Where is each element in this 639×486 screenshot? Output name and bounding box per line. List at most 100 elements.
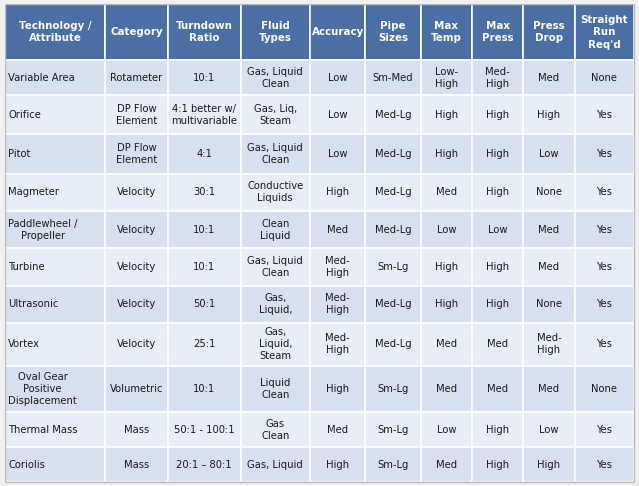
Text: Low: Low [328, 73, 348, 83]
FancyBboxPatch shape [167, 447, 240, 482]
Text: Med-
High: Med- High [325, 293, 350, 315]
FancyBboxPatch shape [574, 248, 634, 286]
Text: 25:1: 25:1 [193, 339, 215, 349]
Text: Liquid
Clean: Liquid Clean [260, 378, 291, 400]
FancyBboxPatch shape [310, 4, 366, 60]
FancyBboxPatch shape [105, 4, 167, 60]
FancyBboxPatch shape [574, 366, 634, 412]
Text: Thermal Mass: Thermal Mass [8, 425, 78, 435]
Text: Med-Lg: Med-Lg [374, 225, 412, 235]
FancyBboxPatch shape [420, 248, 472, 286]
FancyBboxPatch shape [523, 60, 574, 95]
FancyBboxPatch shape [167, 60, 240, 95]
Text: Sm-Lg: Sm-Lg [378, 384, 409, 394]
Text: High: High [435, 110, 458, 120]
Text: 10:1: 10:1 [193, 262, 215, 272]
FancyBboxPatch shape [472, 95, 523, 135]
Text: Gas, Liquid: Gas, Liquid [247, 460, 303, 469]
FancyBboxPatch shape [420, 366, 472, 412]
FancyBboxPatch shape [523, 211, 574, 248]
Text: Low: Low [539, 425, 558, 435]
Text: Yes: Yes [596, 425, 612, 435]
Text: Med: Med [436, 384, 457, 394]
Text: Low: Low [328, 110, 348, 120]
FancyBboxPatch shape [310, 248, 366, 286]
Text: High: High [326, 187, 350, 197]
FancyBboxPatch shape [523, 4, 574, 60]
FancyBboxPatch shape [310, 95, 366, 135]
Text: Low: Low [436, 225, 456, 235]
Text: None: None [591, 73, 617, 83]
FancyBboxPatch shape [472, 60, 523, 95]
FancyBboxPatch shape [5, 95, 105, 135]
FancyBboxPatch shape [310, 447, 366, 482]
Text: High: High [326, 384, 350, 394]
FancyBboxPatch shape [420, 135, 472, 174]
Text: Med: Med [487, 339, 508, 349]
FancyBboxPatch shape [523, 323, 574, 366]
FancyBboxPatch shape [420, 447, 472, 482]
FancyBboxPatch shape [105, 412, 167, 447]
FancyBboxPatch shape [472, 174, 523, 211]
FancyBboxPatch shape [523, 135, 574, 174]
Text: Velocity: Velocity [117, 299, 156, 309]
FancyBboxPatch shape [366, 447, 420, 482]
Text: Med-
High: Med- High [485, 67, 510, 89]
Text: Gas,
Liquid,
Steam: Gas, Liquid, Steam [259, 328, 292, 362]
Text: Yes: Yes [596, 299, 612, 309]
Text: DP Flow
Element: DP Flow Element [116, 143, 157, 165]
Text: Vortex: Vortex [8, 339, 40, 349]
FancyBboxPatch shape [472, 412, 523, 447]
FancyBboxPatch shape [5, 4, 105, 60]
Text: Fluid
Types: Fluid Types [259, 21, 292, 43]
FancyBboxPatch shape [366, 286, 420, 323]
Text: Low: Low [436, 425, 456, 435]
FancyBboxPatch shape [574, 174, 634, 211]
FancyBboxPatch shape [105, 447, 167, 482]
Text: Med-Lg: Med-Lg [374, 110, 412, 120]
FancyBboxPatch shape [574, 4, 634, 60]
FancyBboxPatch shape [240, 135, 310, 174]
Text: High: High [435, 149, 458, 159]
Text: Technology /
Attribute: Technology / Attribute [19, 21, 91, 43]
Text: Med-Lg: Med-Lg [374, 187, 412, 197]
Text: Pitot: Pitot [8, 149, 31, 159]
Text: Press
Drop: Press Drop [533, 21, 565, 43]
FancyBboxPatch shape [310, 412, 366, 447]
Text: Velocity: Velocity [117, 339, 156, 349]
FancyBboxPatch shape [5, 174, 105, 211]
FancyBboxPatch shape [167, 286, 240, 323]
FancyBboxPatch shape [420, 95, 472, 135]
FancyBboxPatch shape [420, 4, 472, 60]
Text: 50:1 - 100:1: 50:1 - 100:1 [174, 425, 235, 435]
FancyBboxPatch shape [366, 95, 420, 135]
FancyBboxPatch shape [574, 447, 634, 482]
FancyBboxPatch shape [366, 211, 420, 248]
FancyBboxPatch shape [366, 174, 420, 211]
FancyBboxPatch shape [574, 412, 634, 447]
FancyBboxPatch shape [167, 366, 240, 412]
Text: Pipe
Sizes: Pipe Sizes [378, 21, 408, 43]
Text: Med-Lg: Med-Lg [374, 339, 412, 349]
FancyBboxPatch shape [310, 366, 366, 412]
FancyBboxPatch shape [472, 447, 523, 482]
Text: Gas
Clean: Gas Clean [261, 419, 289, 441]
Text: Yes: Yes [596, 339, 612, 349]
Text: Ultrasonic: Ultrasonic [8, 299, 59, 309]
Text: Turbine: Turbine [8, 262, 45, 272]
FancyBboxPatch shape [574, 323, 634, 366]
FancyBboxPatch shape [105, 323, 167, 366]
Text: Gas, Liquid
Clean: Gas, Liquid Clean [247, 256, 303, 278]
Text: Med: Med [538, 384, 559, 394]
Text: Mass: Mass [124, 425, 149, 435]
FancyBboxPatch shape [472, 135, 523, 174]
Text: Orifice: Orifice [8, 110, 41, 120]
FancyBboxPatch shape [310, 286, 366, 323]
FancyBboxPatch shape [240, 60, 310, 95]
Text: Yes: Yes [596, 262, 612, 272]
Text: Med: Med [538, 225, 559, 235]
FancyBboxPatch shape [310, 135, 366, 174]
FancyBboxPatch shape [5, 412, 105, 447]
Text: 20:1 – 80:1: 20:1 – 80:1 [176, 460, 232, 469]
Text: DP Flow
Element: DP Flow Element [116, 104, 157, 126]
